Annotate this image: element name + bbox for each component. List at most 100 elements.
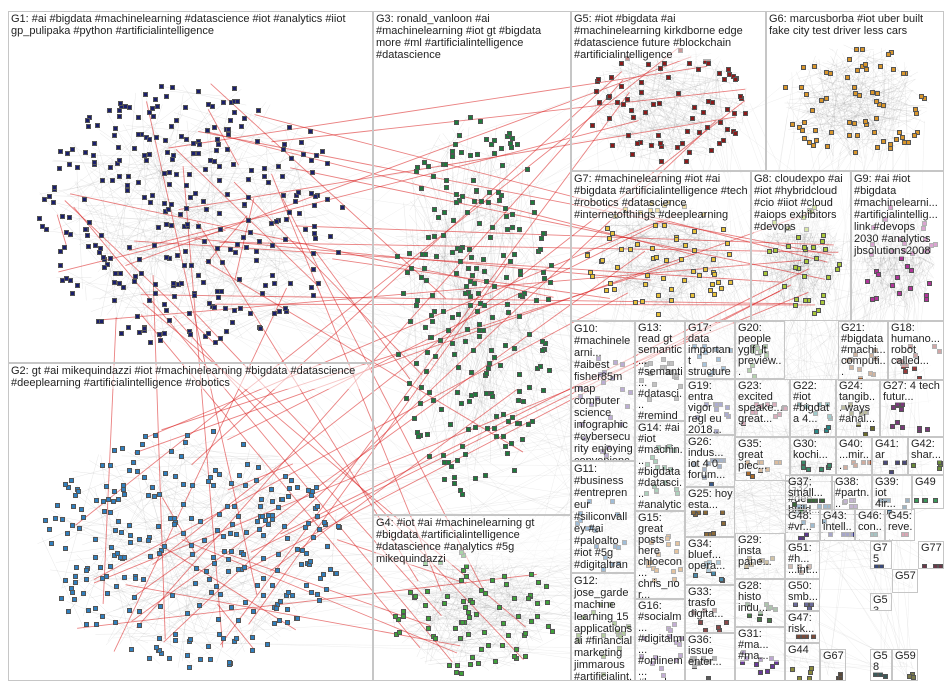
graph-node[interactable]	[421, 266, 427, 272]
graph-node[interactable]	[214, 137, 220, 143]
graph-node[interactable]	[463, 338, 469, 344]
graph-node[interactable]	[90, 152, 96, 158]
graph-node[interactable]	[907, 674, 913, 680]
graph-node[interactable]	[286, 486, 292, 492]
graph-node[interactable]	[485, 200, 491, 206]
graph-node[interactable]	[66, 162, 72, 168]
graph-node[interactable]	[285, 493, 291, 499]
graph-node[interactable]	[496, 197, 502, 203]
graph-node[interactable]	[401, 290, 407, 296]
graph-node[interactable]	[540, 339, 546, 345]
graph-node[interactable]	[196, 603, 202, 609]
graph-node[interactable]	[284, 536, 290, 542]
graph-node[interactable]	[664, 258, 670, 264]
graph-node[interactable]	[451, 351, 457, 357]
graph-node[interactable]	[137, 257, 143, 263]
graph-node[interactable]	[205, 330, 211, 336]
graph-node[interactable]	[62, 244, 68, 250]
graph-node[interactable]	[459, 443, 465, 449]
graph-node[interactable]	[65, 531, 71, 537]
graph-node[interactable]	[170, 593, 176, 598]
graph-node[interactable]	[715, 279, 721, 285]
graph-node[interactable]	[795, 235, 801, 241]
graph-node[interactable]	[805, 466, 811, 472]
graph-node[interactable]	[126, 325, 132, 331]
graph-node[interactable]	[168, 123, 174, 129]
graph-node[interactable]	[99, 462, 105, 468]
graph-node[interactable]	[463, 573, 469, 579]
graph-node[interactable]	[261, 592, 267, 598]
graph-node[interactable]	[328, 234, 334, 240]
graph-node[interactable]	[536, 580, 541, 586]
graph-node[interactable]	[860, 47, 866, 53]
graph-node[interactable]	[454, 199, 460, 205]
graph-node[interactable]	[721, 76, 727, 82]
graph-node[interactable]	[456, 132, 462, 138]
graph-node[interactable]	[517, 313, 523, 319]
graph-node[interactable]	[894, 275, 900, 281]
graph-node[interactable]	[192, 581, 198, 587]
graph-node[interactable]	[256, 238, 262, 244]
graph-node[interactable]	[336, 250, 342, 256]
graph-node[interactable]	[430, 319, 436, 325]
graph-node[interactable]	[274, 218, 280, 224]
graph-node[interactable]	[863, 62, 869, 68]
graph-node[interactable]	[157, 551, 163, 557]
graph-node[interactable]	[680, 140, 686, 146]
graph-node[interactable]	[246, 177, 252, 183]
graph-node[interactable]	[119, 529, 125, 535]
graph-node[interactable]	[457, 248, 463, 254]
graph-node[interactable]	[937, 564, 943, 568]
graph-node[interactable]	[541, 387, 547, 393]
graph-node[interactable]	[302, 227, 308, 233]
graph-node[interactable]	[186, 172, 192, 178]
graph-node[interactable]	[206, 300, 212, 306]
graph-node[interactable]	[276, 309, 282, 315]
graph-node[interactable]	[60, 516, 66, 522]
graph-node[interactable]	[716, 625, 722, 631]
graph-node[interactable]	[211, 554, 217, 560]
graph-node[interactable]	[474, 309, 480, 315]
graph-node[interactable]	[893, 136, 899, 142]
graph-node[interactable]	[137, 623, 143, 629]
graph-node[interactable]	[491, 138, 497, 144]
graph-node[interactable]	[85, 607, 91, 613]
graph-node[interactable]	[42, 196, 48, 202]
graph-node[interactable]	[490, 393, 496, 399]
graph-node[interactable]	[492, 426, 498, 432]
graph-node[interactable]	[476, 291, 482, 297]
graph-node[interactable]	[794, 297, 800, 303]
graph-node[interactable]	[75, 283, 81, 289]
graph-node[interactable]	[501, 574, 507, 580]
graph-node[interactable]	[710, 531, 716, 536]
graph-node[interactable]	[485, 366, 491, 372]
graph-node[interactable]	[258, 325, 264, 331]
graph-node[interactable]	[298, 562, 304, 568]
graph-node[interactable]	[872, 130, 878, 136]
graph-node[interactable]	[302, 525, 308, 531]
graph-node[interactable]	[150, 192, 156, 198]
graph-node[interactable]	[772, 247, 778, 253]
graph-node[interactable]	[459, 401, 465, 407]
graph-node[interactable]	[164, 222, 170, 228]
graph-node[interactable]	[284, 620, 290, 626]
graph-node[interactable]	[206, 576, 212, 582]
graph-node[interactable]	[75, 489, 81, 495]
graph-node[interactable]	[150, 113, 156, 119]
graph-node[interactable]	[172, 637, 178, 643]
graph-node[interactable]	[903, 592, 908, 593]
graph-node[interactable]	[821, 232, 827, 238]
graph-node[interactable]	[743, 111, 749, 117]
graph-node[interactable]	[635, 140, 641, 146]
graph-node[interactable]	[166, 182, 172, 188]
graph-node[interactable]	[57, 149, 63, 155]
graph-node[interactable]	[395, 254, 401, 260]
graph-node[interactable]	[604, 226, 610, 232]
graph-node[interactable]	[276, 505, 282, 511]
graph-node[interactable]	[902, 592, 907, 593]
graph-node[interactable]	[813, 127, 819, 133]
graph-node[interactable]	[431, 174, 437, 180]
graph-node[interactable]	[146, 152, 152, 158]
graph-node[interactable]	[224, 328, 230, 334]
graph-node[interactable]	[167, 318, 173, 324]
